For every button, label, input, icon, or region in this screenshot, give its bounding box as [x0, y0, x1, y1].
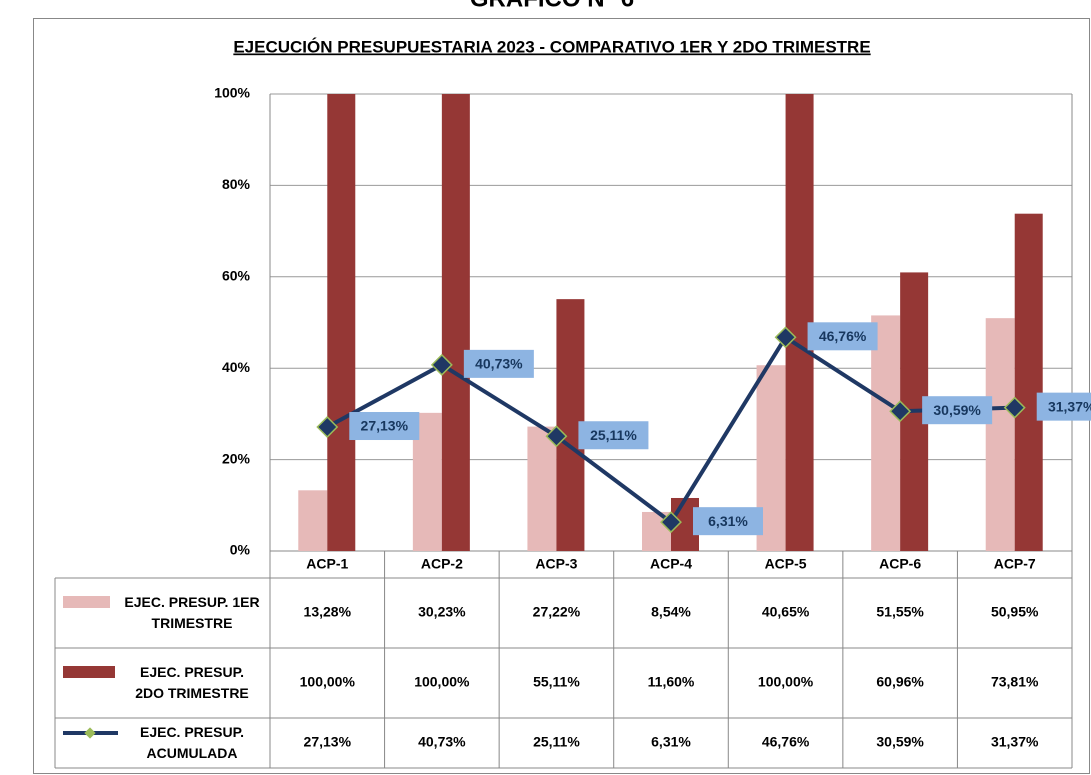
- legend-key: [63, 596, 110, 608]
- table-value: 100,00%: [414, 674, 470, 690]
- data-label: 25,11%: [590, 427, 637, 443]
- data-label: 40,73%: [475, 356, 523, 372]
- chart-title: EJECUCIÓN PRESUPUESTARIA 2023 - COMPARAT…: [233, 37, 870, 56]
- bar: [441, 94, 470, 551]
- y-tick-label: 80%: [222, 176, 251, 192]
- legend-label: EJEC. PRESUP. 1ER TRIMESTRE: [124, 594, 260, 631]
- x-tick-label: ACP-4: [650, 556, 692, 572]
- x-tick-label: ACP-2: [421, 556, 463, 572]
- legend-label: EJEC. PRESUP. 2DO TRIMESTRE: [135, 664, 249, 701]
- table-value: 13,28%: [304, 604, 352, 620]
- marker: [316, 416, 339, 438]
- x-tick-label: ACP-5: [765, 556, 807, 572]
- table-value: 11,60%: [648, 674, 695, 690]
- table-value: 50,95%: [991, 604, 1039, 620]
- data-label-box: [693, 507, 763, 536]
- table-value: 27,22%: [533, 604, 581, 620]
- table-value: 55,11%: [533, 674, 580, 690]
- marker: [430, 353, 453, 376]
- table-value: 25,11%: [533, 734, 580, 750]
- data-label: 31,37%: [1048, 398, 1091, 414]
- bar: [871, 315, 901, 551]
- table-value: 8,54%: [651, 604, 691, 620]
- bar: [298, 490, 328, 551]
- marker: [774, 326, 797, 349]
- marker: [1003, 396, 1026, 419]
- marker: [660, 511, 682, 534]
- data-label-box: [463, 349, 534, 378]
- table-value: 51,55%: [876, 604, 924, 620]
- table-value: 40,73%: [418, 734, 466, 750]
- y-tick-label: 20%: [222, 450, 251, 466]
- data-label-box: [578, 421, 649, 450]
- data-label: 6,31%: [708, 513, 748, 529]
- data-label-box: [807, 322, 878, 351]
- x-tick-label: ACP-7: [994, 556, 1036, 572]
- table-value: 46,76%: [762, 734, 810, 750]
- bar: [327, 94, 356, 551]
- data-label: 30,59%: [933, 402, 981, 418]
- table-value: 27,13%: [304, 734, 352, 750]
- y-tick-label: 0%: [230, 542, 251, 558]
- table-value: 100,00%: [758, 674, 814, 690]
- y-tick-label: 40%: [222, 359, 251, 375]
- table-value: 6,31%: [651, 734, 691, 750]
- table-value: 31,37%: [991, 734, 1039, 750]
- data-label-box: [1036, 392, 1091, 421]
- x-tick-label: ACP-6: [879, 556, 921, 572]
- table-value: 73,81%: [991, 674, 1039, 690]
- data-label-box: [922, 396, 993, 425]
- legend-key: [84, 727, 96, 739]
- bar: [985, 318, 1015, 551]
- table-value: 40,65%: [762, 604, 810, 620]
- data-label: 46,76%: [819, 328, 867, 344]
- figure-title: GRÁFICO N° 6: [470, 0, 634, 12]
- y-tick-label: 60%: [222, 268, 251, 284]
- legend-label: EJEC. PRESUP. ACUMULADA: [139, 724, 244, 761]
- y-tick-label: 100%: [214, 85, 250, 101]
- marker: [545, 425, 568, 448]
- bar: [1014, 213, 1043, 551]
- table-value: 30,23%: [418, 604, 466, 620]
- table-value: 60,96%: [876, 674, 924, 690]
- bar: [527, 426, 557, 551]
- data-label: 27,13%: [361, 418, 409, 434]
- marker: [889, 400, 912, 423]
- table-value: 30,59%: [876, 734, 924, 750]
- x-tick-label: ACP-3: [535, 556, 577, 572]
- data-label-box: [349, 412, 420, 441]
- table-value: 100,00%: [300, 674, 356, 690]
- legend-key: [63, 666, 115, 678]
- x-tick-label: ACP-1: [306, 556, 348, 572]
